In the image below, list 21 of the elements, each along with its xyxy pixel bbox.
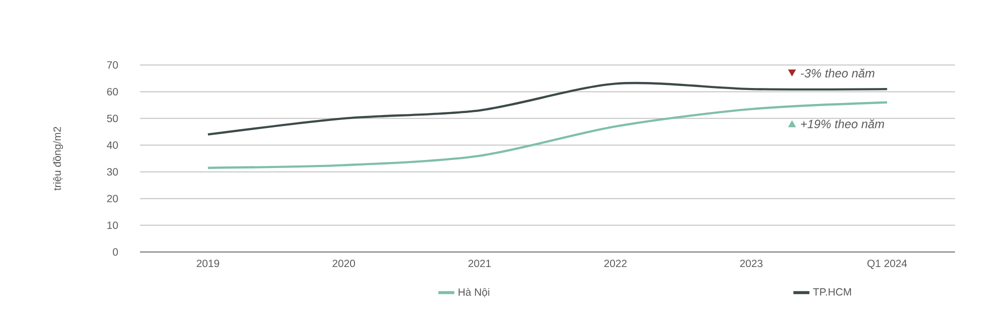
y-tick-label: 20 xyxy=(107,194,118,202)
line-series xyxy=(206,82,888,136)
legend-label: Hà Nội xyxy=(458,288,490,298)
y-tick-label: 30 xyxy=(107,168,118,176)
x-tick-label: 2021 xyxy=(468,260,491,268)
annotation: +19% theo năm xyxy=(800,119,884,128)
y-tick-label: 70 xyxy=(107,61,118,69)
legend-label: TP.HCM xyxy=(813,288,851,296)
x-tick-label: 2022 xyxy=(604,260,627,268)
y-tick-label: 40 xyxy=(106,141,118,149)
y-tick-label: 0 xyxy=(112,248,118,256)
annotation: -3% theo năm xyxy=(800,68,874,78)
y-tick-label: 60 xyxy=(107,88,118,96)
y-tick-label: 50 xyxy=(107,114,118,122)
x-tick-label: 2019 xyxy=(196,260,220,268)
y-tick-label: 10 xyxy=(107,222,118,230)
y-axis-title: triệu đồng/m2 xyxy=(52,126,63,190)
line-series xyxy=(206,101,888,169)
x-tick-label: 2020 xyxy=(332,260,356,268)
x-tick-label: Q1 2024 xyxy=(867,260,907,270)
x-tick-label: 2023 xyxy=(740,260,762,268)
